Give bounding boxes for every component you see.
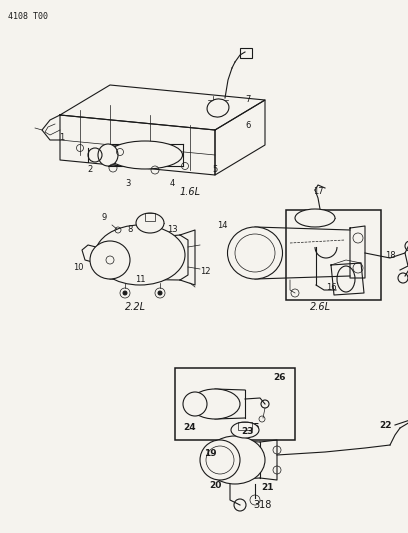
Text: 2: 2 <box>87 166 93 174</box>
Ellipse shape <box>200 440 240 480</box>
Text: 2.6L: 2.6L <box>310 302 330 312</box>
Text: 1: 1 <box>60 133 64 142</box>
Text: 16: 16 <box>326 284 336 293</box>
Text: 12: 12 <box>200 268 210 277</box>
Polygon shape <box>60 85 265 130</box>
Text: 318: 318 <box>253 500 271 510</box>
Text: 6: 6 <box>245 122 251 131</box>
Ellipse shape <box>183 392 207 416</box>
Polygon shape <box>60 115 215 175</box>
Text: 15: 15 <box>311 217 321 227</box>
Ellipse shape <box>190 389 240 419</box>
Ellipse shape <box>228 227 282 279</box>
Polygon shape <box>215 100 265 175</box>
Text: 13: 13 <box>167 225 177 235</box>
Ellipse shape <box>136 213 164 233</box>
Text: 14: 14 <box>217 221 227 230</box>
Ellipse shape <box>205 436 265 484</box>
Bar <box>238 422 252 430</box>
Text: 10: 10 <box>73 263 83 272</box>
Text: 8: 8 <box>127 225 133 235</box>
Text: 11: 11 <box>135 276 145 285</box>
Text: 19: 19 <box>204 448 216 457</box>
Ellipse shape <box>231 422 259 438</box>
Text: 23: 23 <box>242 427 254 437</box>
Polygon shape <box>331 263 364 295</box>
Bar <box>175 368 295 440</box>
Text: 18: 18 <box>385 251 395 260</box>
Text: 17: 17 <box>313 188 323 197</box>
Text: 4: 4 <box>169 179 175 188</box>
Ellipse shape <box>107 141 182 169</box>
Text: 2.2L: 2.2L <box>124 302 146 312</box>
Text: 25: 25 <box>247 423 259 432</box>
Ellipse shape <box>90 241 130 279</box>
Text: 24: 24 <box>184 423 196 432</box>
Text: 7: 7 <box>245 95 251 104</box>
Text: 1.6L: 1.6L <box>180 187 200 197</box>
Text: 5: 5 <box>213 166 217 174</box>
Ellipse shape <box>95 225 185 285</box>
Text: 9: 9 <box>101 214 106 222</box>
Ellipse shape <box>295 209 335 227</box>
Text: 21: 21 <box>262 483 274 492</box>
Bar <box>286 210 381 300</box>
Bar <box>145 213 155 221</box>
Ellipse shape <box>98 144 118 166</box>
Polygon shape <box>350 226 365 278</box>
Ellipse shape <box>235 234 275 272</box>
Text: 22: 22 <box>379 421 391 430</box>
Text: 20: 20 <box>209 481 221 489</box>
Circle shape <box>158 291 162 295</box>
Bar <box>240 48 252 58</box>
Text: 3: 3 <box>125 179 131 188</box>
Text: 26: 26 <box>274 373 286 382</box>
Text: 4108 T00: 4108 T00 <box>8 12 48 21</box>
Circle shape <box>123 291 127 295</box>
Ellipse shape <box>207 99 229 117</box>
